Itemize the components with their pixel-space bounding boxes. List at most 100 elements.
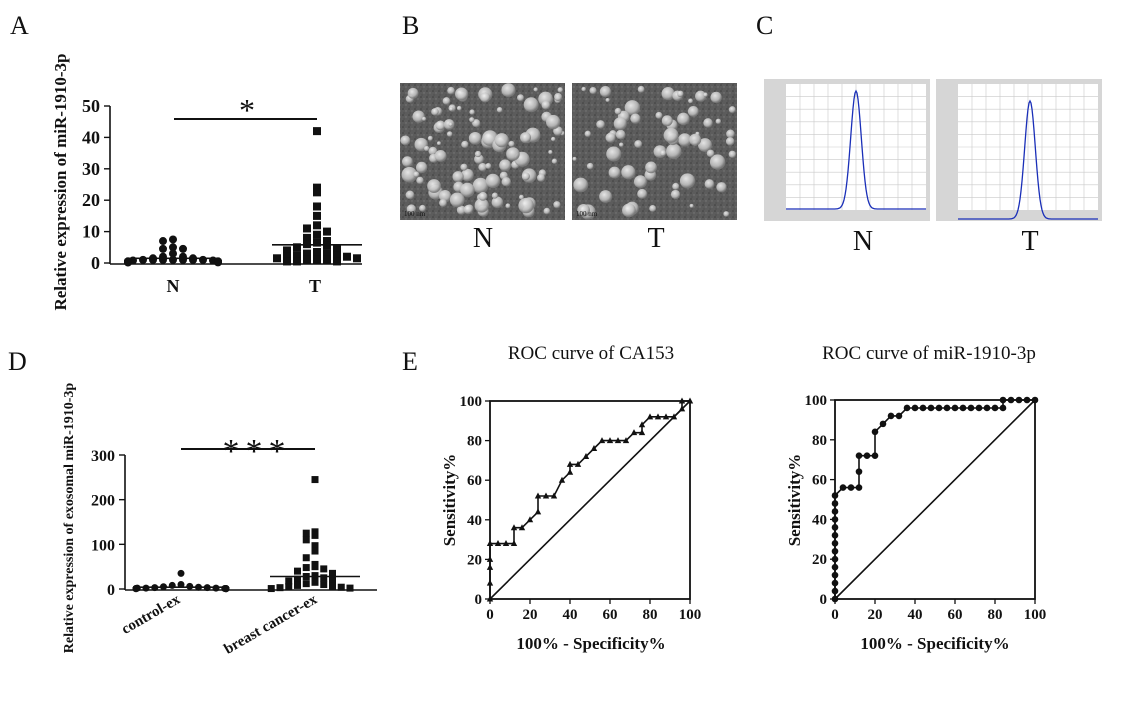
vesicle [439,189,452,203]
data-point [320,574,328,582]
ytick-label: 30 [82,159,100,179]
vesicle [416,176,424,185]
vesicle [695,90,707,102]
roc-point [831,587,839,595]
vesicle [670,189,681,200]
vesicle [501,177,511,187]
ytick-label: 60 [467,473,482,489]
vesicle [478,162,487,172]
xtick-label: 80 [643,607,658,623]
data-point [283,252,291,261]
vesicle [460,182,475,198]
roc-point [534,508,542,515]
vesicle [618,142,624,148]
ytick-label: 20 [812,552,827,568]
vesicle [431,108,439,116]
roc-point [983,404,991,412]
ytick-label: 100 [460,394,483,410]
nta-curve-n [786,89,926,210]
panel-d-xtick-control: control-ex [119,591,183,637]
roc-left-xlabel: 100% - Specificity% [516,634,665,653]
ytick-label: 0 [107,582,115,599]
roc-point [598,437,606,444]
vesicle [401,156,413,168]
data-point [179,255,187,264]
vesicle [442,97,451,105]
vesicle [614,107,622,115]
panel-letter-c: C [756,11,773,40]
vesicle [605,132,616,143]
vesicle [551,158,558,164]
ytick-label: 40 [82,127,100,147]
vesicle [655,111,663,119]
data-point [159,255,167,264]
roc-point [614,437,622,444]
vesicle [572,156,577,161]
vesicle [573,177,589,193]
vesicle [406,204,417,214]
data-point [285,577,293,585]
data-point [294,575,301,583]
roc-point [510,540,518,547]
roc-point [662,413,670,420]
roc-point [678,405,686,412]
vesicle [649,205,657,212]
data-point [267,585,275,593]
roc-point [911,404,919,412]
vesicle [715,118,722,125]
roc-point [999,404,1007,412]
data-point [169,249,177,258]
roc-point [494,540,502,547]
vesicle [634,140,643,148]
panel-a-significance: * [239,92,255,128]
data-point [329,576,336,584]
data-point [313,211,321,220]
vesicle [716,182,727,193]
vesicle [554,92,563,102]
data-point [320,581,328,589]
vesicle [508,140,515,148]
xtick-label: 100 [1024,607,1047,623]
ytick-label: 0 [820,592,828,608]
data-point [329,582,336,590]
vesicle [469,109,475,115]
vesicle [474,198,489,213]
vesicle [728,106,736,114]
roc-point [510,524,518,531]
nta-gridlines [786,84,1098,210]
data-point [323,241,331,250]
tem-scalebar-t: 100 nm [576,210,598,218]
data-point [285,583,293,591]
vesicle [596,120,605,129]
roc-point [1015,396,1023,404]
panel-letter-e: E [402,347,418,376]
vesicle [663,127,679,143]
data-point [283,246,291,255]
roc-point [566,468,574,475]
roc-diagonal [489,400,691,600]
vesicle [455,87,469,101]
roc-point [686,397,694,404]
roc-right-title: ROC curve of miR-1910-3p [822,343,1036,364]
vesicle [621,165,636,180]
vesicle [677,90,684,98]
vesicle [615,129,626,140]
tem-vesicles-n [400,83,565,218]
vesicle [400,135,411,146]
data-point [302,554,310,562]
data-point [311,547,319,555]
vesicle [546,114,561,130]
roc-point [550,492,558,499]
data-point [139,255,147,264]
vesicle [624,100,641,116]
vesicle [537,173,545,182]
data-point [313,188,321,197]
panel-c-label-t: T [1021,226,1038,257]
roc-left-ylabel: Sensitivity% [440,454,459,547]
data-point [222,585,230,593]
vesicle [439,199,447,207]
ytick-label: 40 [467,513,482,529]
vesicle [499,159,512,172]
data-point [313,221,321,230]
roc-point [855,484,863,491]
